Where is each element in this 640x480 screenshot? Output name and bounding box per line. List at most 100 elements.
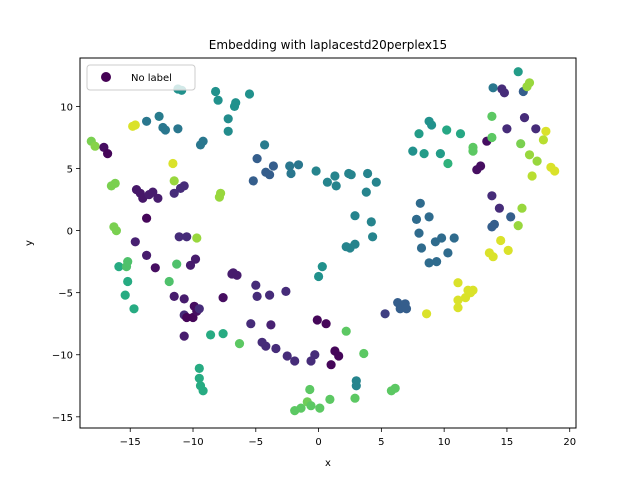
- y-axis-label: y: [24, 240, 35, 246]
- data-point: [218, 329, 228, 339]
- data-point: [517, 203, 527, 213]
- data-point: [185, 260, 196, 270]
- data-point: [531, 124, 541, 134]
- data-point: [315, 403, 325, 413]
- data-point: [312, 315, 322, 325]
- data-point: [371, 177, 381, 187]
- data-point: [513, 67, 523, 77]
- data-point: [160, 125, 170, 135]
- y-tick-label: −15: [52, 413, 73, 424]
- data-point: [231, 98, 241, 108]
- data-point: [321, 319, 331, 329]
- data-point: [532, 156, 542, 166]
- points-layer: [86, 67, 560, 416]
- data-point: [190, 254, 201, 264]
- data-point: [153, 193, 163, 203]
- y-tick-label: 0: [67, 227, 73, 238]
- data-point: [487, 191, 497, 201]
- plot-frame: [79, 57, 577, 429]
- data-point: [198, 386, 208, 396]
- data-point: [194, 373, 204, 383]
- data-point: [110, 178, 120, 188]
- data-point: [123, 257, 133, 267]
- y-tick-label: 5: [67, 165, 73, 176]
- data-point: [416, 243, 427, 253]
- data-point: [322, 177, 332, 187]
- data-point: [120, 290, 130, 300]
- data-point: [223, 126, 233, 136]
- data-point: [129, 304, 139, 314]
- data-point: [427, 120, 437, 130]
- x-tick-label: 10: [438, 437, 451, 448]
- data-point: [502, 124, 512, 134]
- x-tick-label: −10: [182, 437, 203, 448]
- data-point: [331, 181, 341, 191]
- data-point: [330, 171, 340, 181]
- data-point: [169, 188, 179, 198]
- data-point: [179, 294, 189, 304]
- data-point: [244, 89, 255, 99]
- data-point: [194, 363, 204, 373]
- data-point: [453, 295, 463, 305]
- data-point: [248, 176, 258, 186]
- data-point: [179, 331, 189, 341]
- data-point: [541, 126, 551, 136]
- data-point: [290, 356, 300, 366]
- data-point: [142, 250, 152, 260]
- data-point: [192, 233, 202, 243]
- data-point: [169, 291, 179, 301]
- legend-box: [86, 64, 196, 91]
- data-point: [234, 339, 245, 349]
- data-point: [334, 351, 344, 361]
- data-point: [123, 276, 133, 287]
- data-point: [435, 149, 445, 159]
- x-tick-label: −15: [120, 437, 141, 448]
- data-point: [90, 141, 100, 151]
- data-point: [432, 257, 442, 267]
- data-point: [359, 348, 369, 359]
- data-point: [422, 309, 432, 319]
- data-point: [114, 262, 124, 272]
- data-point: [455, 129, 466, 139]
- data-point: [281, 286, 291, 296]
- data-point: [268, 161, 278, 171]
- data-point: [252, 291, 262, 301]
- data-point: [346, 170, 356, 180]
- data-point: [414, 228, 424, 238]
- x-axis-label: x: [325, 458, 331, 469]
- data-point: [232, 270, 242, 280]
- data-point: [499, 88, 509, 98]
- data-point: [350, 239, 360, 249]
- data-point: [260, 140, 270, 150]
- data-point: [296, 403, 306, 413]
- data-point: [148, 187, 158, 197]
- data-point: [282, 351, 292, 361]
- data-point: [465, 288, 476, 298]
- data-point: [487, 111, 497, 121]
- x-tick-label: −5: [248, 437, 263, 448]
- data-point: [325, 394, 335, 404]
- data-point: [130, 120, 140, 130]
- data-point: [293, 160, 304, 170]
- data-point: [419, 149, 429, 159]
- data-point: [453, 303, 463, 313]
- data-point: [164, 276, 174, 287]
- data-point: [487, 132, 497, 143]
- data-point: [150, 263, 160, 273]
- data-point: [154, 111, 164, 121]
- data-point: [211, 86, 221, 97]
- y-tick-label: 10: [60, 102, 73, 113]
- data-point: [103, 149, 113, 159]
- data-point: [443, 248, 453, 258]
- data-point: [524, 78, 535, 88]
- data-point: [494, 203, 504, 213]
- data-point: [326, 360, 336, 370]
- x-tick-label: 20: [563, 437, 576, 448]
- data-point: [550, 166, 560, 176]
- data-point: [415, 198, 425, 208]
- data-point: [172, 259, 182, 269]
- data-point: [206, 330, 216, 340]
- x-tick-label: 15: [501, 437, 514, 448]
- data-point: [408, 146, 418, 156]
- data-point: [285, 161, 295, 171]
